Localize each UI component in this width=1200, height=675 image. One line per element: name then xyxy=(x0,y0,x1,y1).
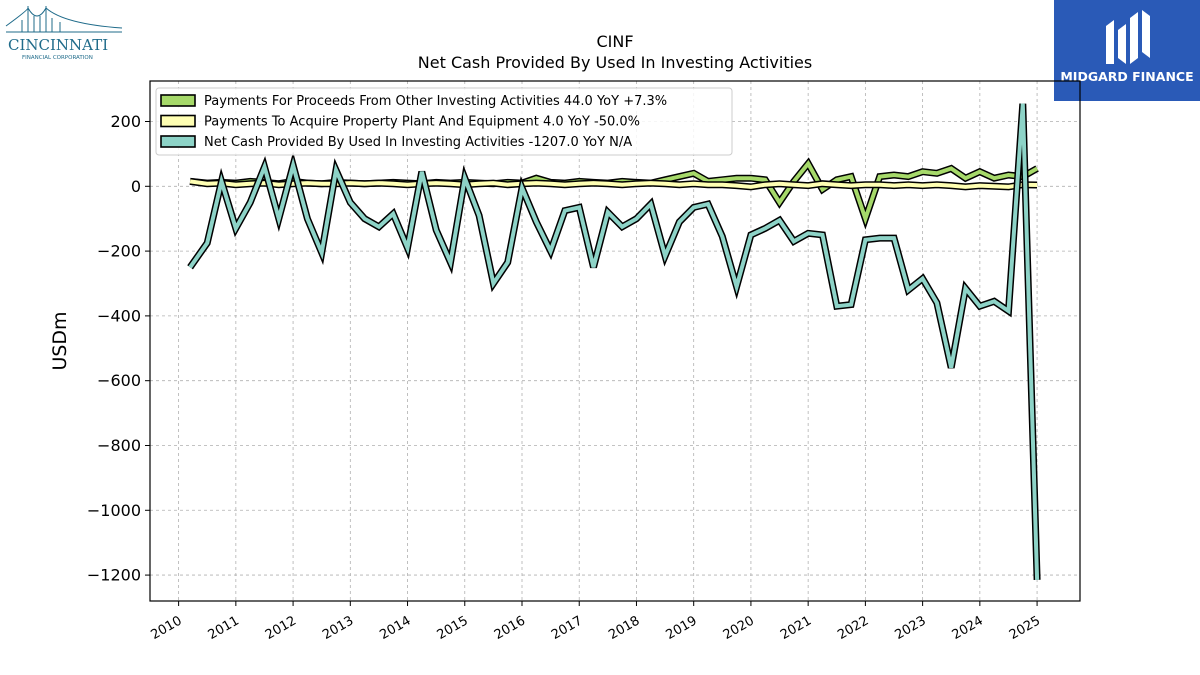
legend-label: Net Cash Provided By Used In Investing A… xyxy=(204,135,632,150)
legend-label: Payments To Acquire Property Plant And E… xyxy=(204,115,640,130)
y-tick-label: −600 xyxy=(97,371,141,390)
y-tick-label: −1000 xyxy=(87,501,141,520)
series-outline xyxy=(189,157,1039,230)
chart-title: CINF xyxy=(596,32,633,51)
y-tick-label: 200 xyxy=(110,112,141,131)
x-tick-label: 2022 xyxy=(835,613,871,643)
x-axis-ticks: 2010 2011 2012 2013 2014 2015 2016 2017 2018 2019… xyxy=(148,601,1043,643)
legend: Payments For Proceeds From Other Investi… xyxy=(155,87,733,156)
left-logo-name: CINCINNATI xyxy=(8,36,108,54)
right-logo-name: MIDGARD FINANCE xyxy=(1060,69,1194,84)
series-stroke xyxy=(188,103,1040,580)
x-tick-label: 2019 xyxy=(664,613,700,643)
y-tick-label: −200 xyxy=(97,242,141,261)
y-axis-ticks: 200 0 −200 −400 −600 −800 −1000 −1200 xyxy=(87,112,150,585)
x-tick-label: 2021 xyxy=(778,613,814,643)
y-tick-label: −400 xyxy=(97,306,141,325)
midgard-finance-logo: MIDGARD FINANCE xyxy=(1054,0,1200,101)
x-tick-label: 2018 xyxy=(606,613,642,643)
cincinnati-financial-logo: CINCINNATI FINANCIAL CORPORATION xyxy=(4,2,126,62)
midgard-mark-icon xyxy=(1106,10,1150,64)
series-3-line xyxy=(187,103,1041,581)
legend-label: Payments For Proceeds From Other Investi… xyxy=(204,94,667,109)
x-tick-label: 2025 xyxy=(1007,613,1043,643)
x-tick-label: 2020 xyxy=(721,613,757,643)
bridge-icon: CINCINNATI FINANCIAL CORPORATION xyxy=(5,6,123,61)
legend-swatch xyxy=(160,94,196,107)
left-logo-subtitle: FINANCIAL CORPORATION xyxy=(22,55,93,61)
y-tick-label: −1200 xyxy=(87,566,141,585)
plot-frame xyxy=(149,80,1081,602)
legend-swatch xyxy=(160,114,196,128)
x-tick-label: 2017 xyxy=(549,613,585,643)
x-tick-label: 2011 xyxy=(206,613,242,643)
grid-lines xyxy=(150,81,1080,601)
x-tick-label: 2015 xyxy=(435,613,471,643)
y-tick-label: −800 xyxy=(97,436,141,455)
x-tick-label: 2010 xyxy=(148,613,184,643)
chart-subtitle: Net Cash Provided By Used In Investing A… xyxy=(418,53,812,72)
x-tick-label: 2024 xyxy=(950,613,986,643)
y-axis-label: USDm xyxy=(49,311,71,370)
x-tick-label: 2012 xyxy=(263,613,299,643)
legend-swatch xyxy=(160,135,196,148)
series-2-line xyxy=(189,177,1038,191)
x-tick-label: 2023 xyxy=(892,613,928,643)
series-1-line xyxy=(189,157,1039,230)
x-tick-label: 2016 xyxy=(492,613,528,643)
series-lines xyxy=(187,103,1041,581)
legend-box xyxy=(155,87,733,156)
x-tick-label: 2013 xyxy=(320,613,356,643)
series-stroke xyxy=(189,160,1039,225)
x-tick-label: 2014 xyxy=(377,613,413,643)
y-tick-label: 0 xyxy=(131,177,141,196)
